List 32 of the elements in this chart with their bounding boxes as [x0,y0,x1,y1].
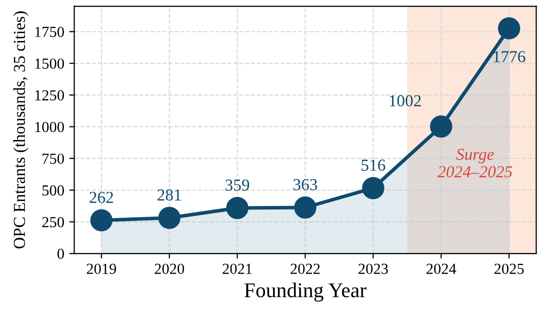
x-tick-label: 2019 [86,264,116,274]
data-label: 281 [158,189,181,201]
point [362,176,384,200]
point [226,196,248,220]
data-label: 363 [294,179,318,190]
x-tick-label: 2024 [426,264,456,274]
y-tick-label: 0 [57,248,64,259]
x-axis-title: Founding Year [244,282,366,302]
y-tick-label: 1000 [35,122,64,132]
y-tick-label: 500 [42,185,64,196]
x-tick-label: 2022 [290,264,320,274]
x-tick-label: 2020 [154,264,184,274]
point [498,17,520,40]
y-tick-label: 1500 [35,58,64,69]
y-axis-title: OPC Entrants (thousands, 35 cities) [13,11,28,248]
y-tick-label: 1750 [35,26,64,38]
y-tick-label: 1250 [35,90,64,100]
point [90,209,113,232]
x-tick-label: 2025 [494,264,524,274]
point [294,196,316,219]
data-label: 262 [90,192,114,204]
data-label: 1776 [494,51,526,62]
x-tick-label: 2023 [358,264,388,274]
data-label: 1002 [390,95,421,106]
data-label: 359 [226,180,250,191]
point [158,206,180,230]
data-label: 516 [362,160,386,171]
band-label: Surge 2024–2025 [438,148,512,178]
point [430,115,452,138]
y-tick-label: 250 [42,216,64,228]
y-tick-label: 750 [42,154,64,164]
x-tick-label: 2021 [222,264,252,274]
